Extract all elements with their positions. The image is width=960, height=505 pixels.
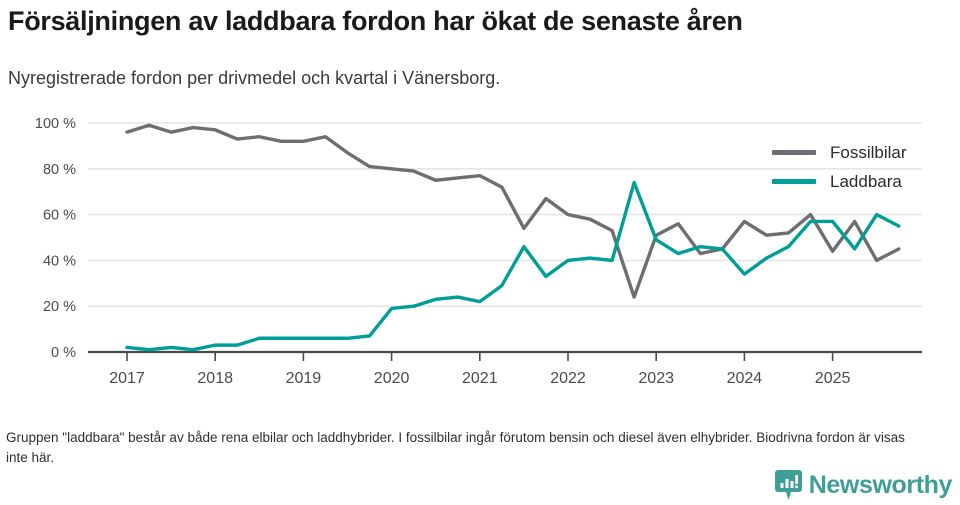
page-title: Försäljningen av laddbara fordon har öka…: [8, 6, 743, 36]
legend-swatch-fossilbilar: [772, 150, 816, 155]
legend-swatch-laddbara: [772, 179, 816, 184]
logo-text: Newsworthy: [808, 470, 953, 499]
x-axis-tick-label: 2024: [727, 370, 763, 387]
x-axis-tick-label: 2017: [109, 370, 145, 387]
x-axis-tick-label: 2020: [374, 370, 410, 387]
y-axis-tick-label: 40 %: [43, 253, 76, 269]
line-chart: 0 % 20 % 40 % 60 % 80 % 100 % 2017 2018 2019 2020…: [35, 116, 922, 387]
page-subtitle: Nyregistrerade fordon per drivmedel och …: [8, 68, 501, 88]
series-line-laddbara: [125, 180, 901, 352]
legend-item-fossilbilar[interactable]: Fossilbilar: [772, 138, 952, 167]
x-axis-tick-label: 2023: [638, 370, 674, 387]
y-axis-tick-label: 60 %: [43, 208, 76, 224]
x-axis-tick-label: 2018: [197, 370, 233, 387]
y-axis-tick-label: 0 %: [51, 345, 76, 361]
y-axis-tick-label: 100 %: [35, 116, 76, 132]
y-axis-tick-label: 80 %: [43, 162, 76, 178]
legend-label-laddbara: Laddbara: [830, 171, 902, 191]
legend-item-laddbara[interactable]: Laddbara: [772, 167, 952, 196]
chart-legend: Fossilbilar Laddbara: [772, 138, 952, 196]
legend-label-fossilbilar: Fossilbilar: [830, 142, 907, 162]
x-axis-tick-label: 2025: [815, 370, 851, 387]
chart-footnote: Gruppen "laddbara" består av både rena e…: [6, 430, 905, 465]
x-axis-tick-label: 2019: [286, 370, 322, 387]
x-axis-tick-label: 2022: [550, 370, 586, 387]
series-line-fossilbilar: [125, 123, 901, 299]
y-axis-tick-label: 20 %: [43, 299, 76, 315]
newsworthy-logo: Newsworthy: [774, 470, 953, 500]
x-axis-tick-label: 2021: [462, 370, 498, 387]
bar-chart-pin-icon: [774, 470, 802, 500]
chart-plot-area: 0 % 20 % 40 % 60 % 80 % 100 % 2017 2018 2019 2020…: [0, 108, 960, 398]
